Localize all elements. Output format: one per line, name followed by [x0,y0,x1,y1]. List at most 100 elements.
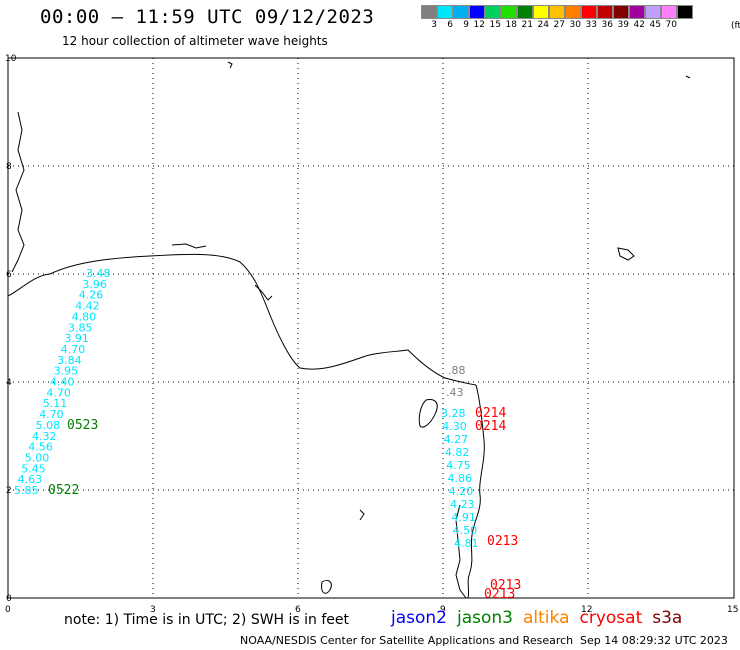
swh-label: 4.42 [75,300,100,313]
legend-swatch [533,5,549,19]
y-tick: 8 [6,162,12,172]
legend-swatches [421,5,693,19]
swh-label: 3.91 [64,332,89,345]
swh-label: 3.48 [86,267,111,280]
swh-label: 3.96 [82,278,107,291]
pass-times: 0523 0522 0214 0214 0213 0213 0213 [48,406,521,602]
legend-label: 36 [601,20,613,30]
map-subtitle: 12 hour collection of altimeter wave hei… [62,34,328,48]
swh-label: 4.75 [446,459,471,472]
satellite-name: jason3 [457,608,513,628]
satellite-legend: jason2 jason3 altika cryosat s3a [391,608,692,628]
pass-time-label: 0523 [67,418,98,433]
satellite-name: cryosat [579,608,643,628]
legend-swatch [485,5,501,19]
swh-label: 4.70 [61,343,86,356]
y-tick: 10 [5,54,17,64]
legend-swatch [549,5,565,19]
swh-label: 5.08 [36,419,61,432]
legend-swatch [597,5,613,19]
swh-label: 4.32 [32,430,57,443]
legend-label: 9 [463,20,469,30]
legend-label: 70 [665,20,677,30]
coastline [7,61,691,599]
legend-label: 18 [505,20,517,30]
swh-label: 4.26 [79,289,104,302]
credit-text: NOAA/NESDIS Center for Satellite Applica… [240,634,574,647]
swh-label: 4.56 [28,441,53,454]
map-frame [7,57,735,599]
swh-label: 4.82 [445,446,470,459]
pass-time-label: 0213 [484,587,515,602]
y-tick: 4 [6,378,12,388]
legend-label: 3 [431,20,437,30]
y-tick: 6 [6,270,12,280]
legend-swatch [469,5,485,19]
swh-label: 4.81 [454,537,479,550]
jason3-west-track: 3.483.964.264.424.803.853.914.703.843.95… [14,267,111,497]
note-text: note: 1) Time is in UTC; 2) SWH is in fe… [64,612,350,628]
legend-swatch [517,5,533,19]
pass-time-label: 0213 [487,534,518,549]
map-grid [8,58,734,598]
gray-track: .88 .43 [446,364,466,399]
swh-label: 4.86 [448,472,473,485]
legend-label: 27 [553,20,565,30]
swh-label: 4.23 [450,498,475,511]
swh-label: 4.50 [453,524,478,537]
swh-label: 4.70 [39,408,64,421]
swh-label: 4.63 [18,473,42,486]
y-tick: 0 [6,594,12,604]
map-title: 00:00 – 11:59 UTC 09/12/2023 [40,6,375,28]
legend-label: 39 [617,20,629,30]
legend-swatch [437,5,453,19]
pass-time-label: 0214 [475,406,506,421]
legend-swatch [661,5,677,19]
legend-swatch [629,5,645,19]
x-tick: 9 [440,605,446,615]
swh-label: 4.70 [46,386,71,399]
swh-label: 3.85 [68,321,93,334]
legend-label: 30 [569,20,581,30]
gray-label: .43 [446,386,464,399]
legend-swatch [501,5,517,19]
x-tick: 15 [727,605,738,615]
x-tick: 6 [295,605,301,615]
x-tick: 0 [5,605,11,615]
legend-label: 6 [447,20,453,30]
swh-label: 4.40 [50,376,75,389]
satellite-name: s3a [652,608,683,628]
legend-label: 24 [537,20,549,30]
swh-label: 4.80 [72,310,97,323]
legend-label: 33 [585,20,597,30]
satellite-name: jason2 [391,608,447,628]
pass-time-label: 0522 [48,483,79,498]
satellite-name: altika [523,608,570,628]
legend-unit: (ft) [731,21,740,31]
swh-label: 5.11 [43,397,68,410]
legend-swatch [645,5,661,19]
legend-label: 12 [473,20,485,30]
legend-swatch [677,5,693,19]
swh-label: 3.84 [57,354,81,367]
jason3-east-track: 3.284.304.274.824.754.864.204.234.914.50… [441,407,479,550]
pass-time-label: 0213 [490,578,521,593]
swh-label: 5.85 [14,484,39,497]
legend-swatch [613,5,629,19]
legend-swatch [581,5,597,19]
swh-label: 5.45 [21,462,46,475]
swh-label: 5.00 [25,451,50,464]
y-tick: 2 [6,486,12,496]
x-tick: 12 [581,605,592,615]
legend-swatch [453,5,469,19]
legend-label: 15 [489,20,501,30]
legend-swatch [421,5,437,19]
timestamp-text: Sep 14 08:29:32 UTC 2023 [580,634,728,647]
pass-time-label: 0214 [475,419,506,434]
legend-label: 21 [521,20,533,30]
legend-labels: 3 6 9 12 15 18 21 24 27 30 33 36 39 42 45 70 [421,20,693,30]
x-tick: 3 [150,605,156,615]
axis-ticks: 0 3 6 9 12 15 0 2 4 6 8 10 [5,54,738,615]
legend-label: 42 [633,20,645,30]
